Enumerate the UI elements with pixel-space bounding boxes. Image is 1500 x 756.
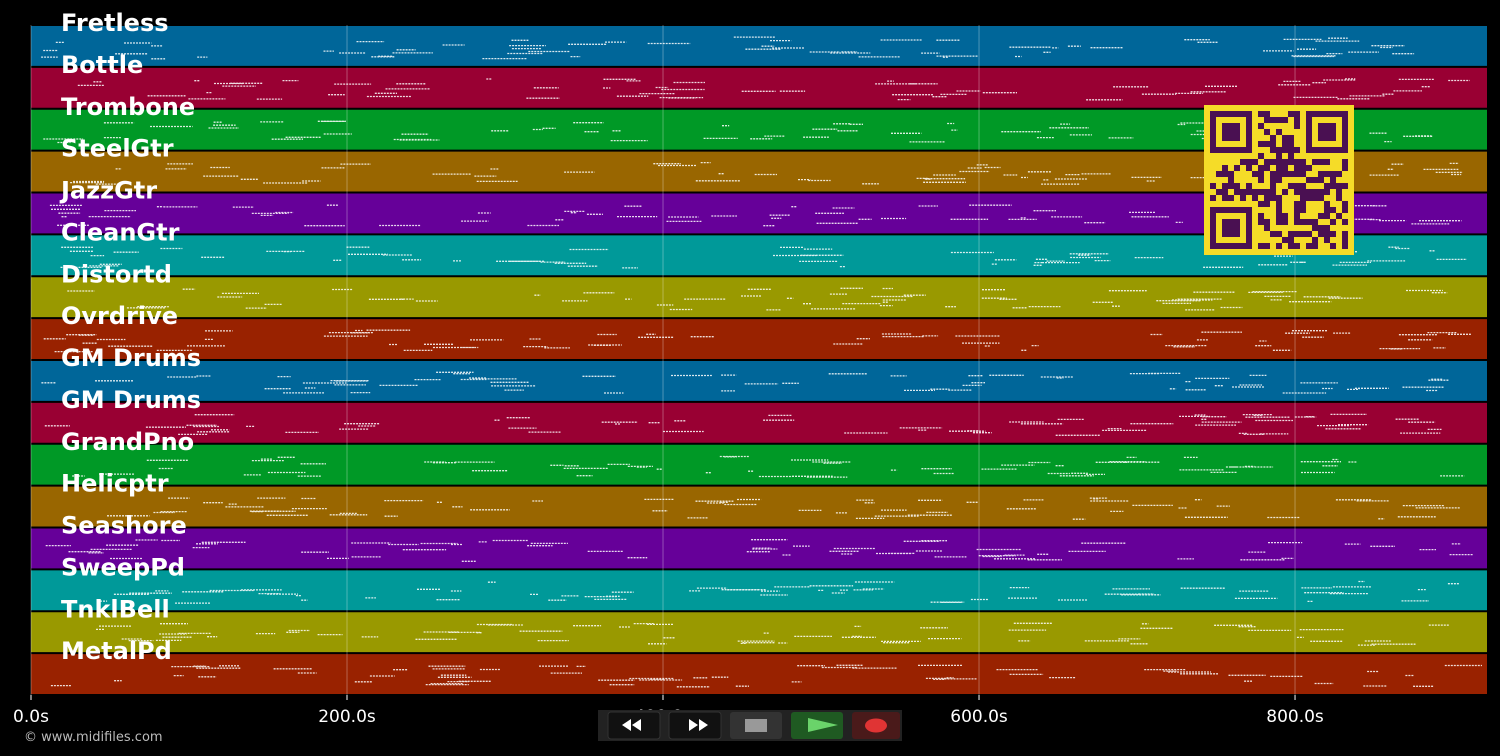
x-tick-label: 600.0s	[950, 707, 1008, 727]
track-labels: Fretless Bottle Trombone SteelGtr JazzGtr Cle…	[59, 9, 201, 665]
track-band	[31, 402, 1487, 443]
track-name: GM Drums	[61, 344, 201, 372]
track-name: Helicptr	[61, 470, 169, 498]
track-name: Distortd	[61, 260, 172, 288]
grid	[30, 25, 1296, 695]
track-name: Bottle	[61, 51, 143, 79]
track-name: JazzGtr	[59, 177, 157, 205]
track-name: Seashore	[61, 512, 187, 540]
track-band	[31, 319, 1487, 359]
x-tick-label: 0.0s	[13, 707, 49, 727]
track-band	[31, 361, 1487, 401]
track-band	[31, 277, 1487, 318]
track-name: SweepPd	[61, 553, 185, 581]
forward-button[interactable]	[668, 711, 722, 740]
track-band	[31, 612, 1487, 653]
track-band	[31, 444, 1487, 485]
x-tick-label: 800.0s	[1266, 707, 1324, 727]
track-name: Ovrdrive	[61, 302, 178, 330]
track-name: MetalPd	[61, 637, 172, 665]
play-button[interactable]	[791, 712, 843, 739]
track-name: CleanGtr	[61, 218, 180, 246]
notes	[41, 36, 1482, 688]
track-band	[31, 67, 1487, 108]
track-name: TnklBell	[61, 595, 170, 623]
transport-controls	[598, 710, 902, 741]
track-band	[31, 654, 1487, 694]
stop-button[interactable]	[730, 712, 782, 739]
x-tick-label: 200.0s	[318, 707, 376, 727]
rewind-button[interactable]	[607, 711, 661, 740]
track-name: GrandPno	[61, 428, 194, 456]
track-name: Trombone	[61, 93, 195, 121]
track-name: Fretless	[61, 9, 169, 37]
track-name: SteelGtr	[61, 135, 174, 163]
qr-code	[1204, 105, 1354, 255]
track-name: GM Drums	[61, 386, 201, 414]
record-button[interactable]	[852, 712, 900, 739]
track-band	[31, 486, 1487, 527]
track-band	[31, 26, 1487, 66]
footer: © www.midifiles.com	[24, 730, 163, 745]
